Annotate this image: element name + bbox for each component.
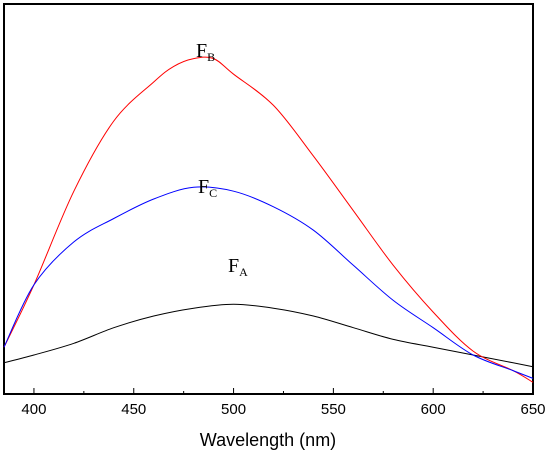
series-line-fb <box>3 56 534 383</box>
tick-labels: 400 450 500 550 600 650 <box>21 401 545 418</box>
series-label-fc: FC <box>198 176 217 200</box>
plot-frame <box>3 3 534 395</box>
x-tick-label: 400 <box>21 401 46 418</box>
x-tick-label: 450 <box>121 401 146 418</box>
x-tick-label: 600 <box>421 401 446 418</box>
series-labels: FA FB FC <box>196 40 248 279</box>
x-tick-label: 500 <box>221 401 246 418</box>
series-line-fa <box>3 303 534 368</box>
tick-marks <box>33 388 534 394</box>
x-tick-label: 550 <box>321 401 346 418</box>
x-axis-label: Wavelength (nm) <box>200 430 336 450</box>
series-group <box>3 56 534 383</box>
series-label-fb: FB <box>196 40 215 64</box>
x-tick-label: 650 <box>520 401 545 418</box>
series-label-fa: FA <box>228 255 248 279</box>
series-line-fc <box>3 186 534 379</box>
